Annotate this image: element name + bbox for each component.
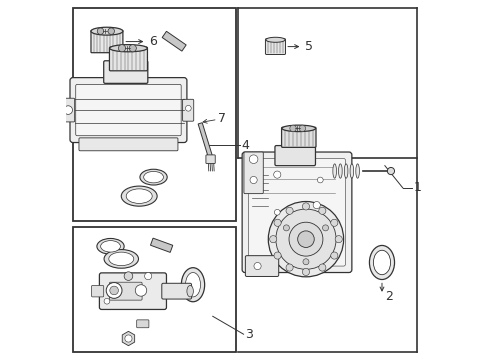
FancyBboxPatch shape <box>206 155 215 163</box>
Circle shape <box>283 225 290 231</box>
Ellipse shape <box>373 250 391 275</box>
Ellipse shape <box>339 164 342 178</box>
FancyBboxPatch shape <box>282 127 316 147</box>
Circle shape <box>286 207 293 214</box>
Circle shape <box>254 262 261 270</box>
Text: 5: 5 <box>305 40 313 53</box>
FancyBboxPatch shape <box>242 152 352 273</box>
Circle shape <box>270 235 277 243</box>
Circle shape <box>388 167 394 175</box>
FancyBboxPatch shape <box>99 273 167 310</box>
FancyBboxPatch shape <box>70 78 187 143</box>
Circle shape <box>289 222 323 256</box>
FancyBboxPatch shape <box>91 31 123 53</box>
Circle shape <box>135 285 147 296</box>
Circle shape <box>302 268 310 275</box>
Circle shape <box>104 298 110 304</box>
Circle shape <box>290 125 296 132</box>
Ellipse shape <box>350 164 354 178</box>
Bar <box>73 8 236 221</box>
Ellipse shape <box>122 186 157 206</box>
Circle shape <box>302 203 310 210</box>
Circle shape <box>299 125 306 132</box>
Text: 1: 1 <box>414 181 421 194</box>
Circle shape <box>276 209 336 269</box>
Circle shape <box>97 28 104 35</box>
Ellipse shape <box>144 171 164 183</box>
Circle shape <box>106 283 122 298</box>
Ellipse shape <box>110 45 147 52</box>
Circle shape <box>186 105 191 111</box>
Ellipse shape <box>369 246 394 279</box>
Circle shape <box>64 106 73 114</box>
Circle shape <box>331 219 338 226</box>
FancyBboxPatch shape <box>183 99 194 121</box>
FancyBboxPatch shape <box>137 320 149 328</box>
Circle shape <box>110 286 119 295</box>
Circle shape <box>274 252 281 259</box>
Ellipse shape <box>104 249 139 268</box>
FancyBboxPatch shape <box>109 282 142 300</box>
Circle shape <box>119 45 125 52</box>
Circle shape <box>274 219 281 226</box>
Circle shape <box>331 252 338 259</box>
FancyBboxPatch shape <box>275 145 316 166</box>
Ellipse shape <box>100 240 121 252</box>
Ellipse shape <box>282 125 316 132</box>
Circle shape <box>313 202 320 209</box>
Ellipse shape <box>140 169 167 185</box>
Circle shape <box>124 272 133 280</box>
Circle shape <box>319 264 326 271</box>
Circle shape <box>298 231 314 247</box>
Circle shape <box>318 177 323 183</box>
Circle shape <box>269 202 343 277</box>
Text: 6: 6 <box>149 35 157 48</box>
Text: 7: 7 <box>218 112 226 125</box>
Text: 3: 3 <box>245 328 253 341</box>
FancyBboxPatch shape <box>104 61 148 84</box>
Circle shape <box>319 207 326 214</box>
Circle shape <box>274 210 280 215</box>
Ellipse shape <box>356 164 359 178</box>
FancyBboxPatch shape <box>62 98 74 122</box>
Circle shape <box>250 176 257 184</box>
Circle shape <box>145 273 152 280</box>
FancyBboxPatch shape <box>92 285 104 297</box>
FancyBboxPatch shape <box>245 256 279 276</box>
Ellipse shape <box>266 37 285 42</box>
Bar <box>73 226 236 352</box>
Ellipse shape <box>97 238 124 254</box>
Ellipse shape <box>333 164 337 178</box>
Ellipse shape <box>186 273 200 297</box>
Circle shape <box>129 45 136 52</box>
Circle shape <box>335 235 343 243</box>
Polygon shape <box>150 238 173 252</box>
FancyBboxPatch shape <box>79 138 178 151</box>
Circle shape <box>249 155 258 163</box>
FancyBboxPatch shape <box>162 283 192 299</box>
Circle shape <box>303 259 309 265</box>
Text: 4: 4 <box>242 139 249 152</box>
Text: 2: 2 <box>386 290 393 303</box>
Polygon shape <box>162 31 186 51</box>
Circle shape <box>108 28 115 35</box>
Ellipse shape <box>344 164 348 178</box>
Polygon shape <box>198 123 213 159</box>
FancyBboxPatch shape <box>244 152 263 194</box>
Ellipse shape <box>126 189 152 203</box>
FancyBboxPatch shape <box>266 39 286 54</box>
Ellipse shape <box>91 27 123 35</box>
Ellipse shape <box>109 252 134 266</box>
FancyBboxPatch shape <box>109 47 147 71</box>
Circle shape <box>286 264 293 271</box>
Circle shape <box>125 335 132 342</box>
Ellipse shape <box>187 285 194 297</box>
Ellipse shape <box>181 268 205 302</box>
Circle shape <box>274 171 281 178</box>
FancyBboxPatch shape <box>76 85 181 136</box>
Circle shape <box>322 225 328 231</box>
FancyBboxPatch shape <box>248 158 345 266</box>
